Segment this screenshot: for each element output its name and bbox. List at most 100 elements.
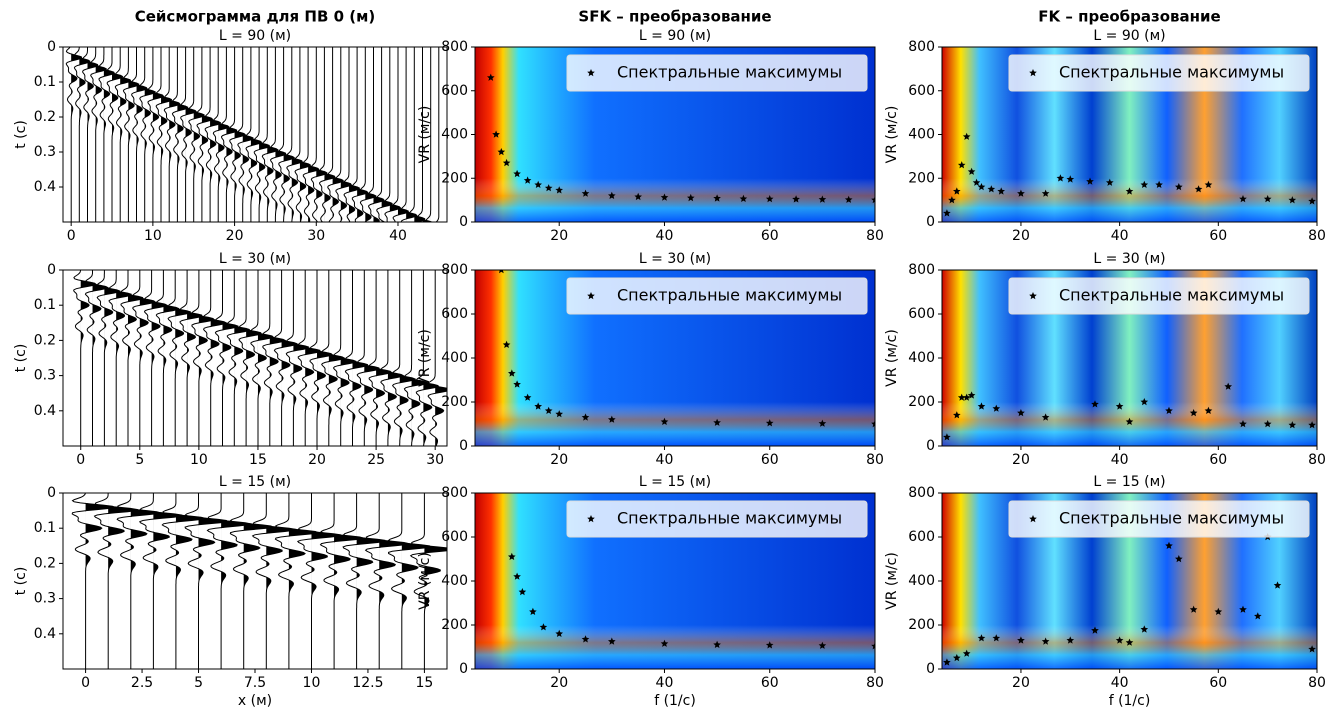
x-tick-label: 40 (389, 228, 407, 244)
legend-label: Спектральные максимумы (617, 286, 842, 305)
y-tick-label: 600 (441, 306, 468, 322)
plot-area (63, 47, 447, 222)
x-tick-label: 20 (550, 452, 568, 468)
x-axis-label: f (1/с) (1109, 693, 1151, 709)
x-tick-label: 40 (656, 228, 674, 244)
y-tick-label: 0.1 (34, 297, 56, 313)
y-tick-label: 0.2 (34, 332, 56, 348)
y-tick-label: 0.4 (34, 626, 56, 642)
y-tick-label: 800 (908, 262, 935, 278)
x-tick-label: 60 (761, 452, 779, 468)
x-tick-label: 7.5 (244, 675, 266, 691)
panel-subtitle: L = 30 (м) (219, 251, 291, 267)
y-tick-label: 800 (441, 485, 468, 501)
x-tick-label: 10 (144, 228, 162, 244)
y-tick-label: 0 (459, 438, 468, 454)
panel-subtitle: L = 90 (м) (1093, 28, 1165, 44)
x-axis-label: f (1/с) (654, 693, 696, 709)
x-tick-label: 40 (1111, 452, 1129, 468)
legend-label: Спектральные максимумы (617, 509, 842, 528)
y-tick-label: 200 (908, 170, 935, 186)
legend-label: Спектральные максимумы (1059, 509, 1284, 528)
x-tick-label: 15 (415, 675, 433, 691)
y-tick-label: 0 (459, 661, 468, 677)
x-tick-label: 80 (866, 675, 884, 691)
y-tick-label: 200 (441, 617, 468, 633)
y-tick-label: 0.3 (34, 591, 56, 607)
legend-label: Спектральные максимумы (1059, 286, 1284, 305)
y-tick-label: 0.4 (34, 179, 56, 195)
x-tick-label: 80 (866, 228, 884, 244)
x-tick-label: 0 (67, 228, 76, 244)
plot-background (63, 493, 447, 669)
x-tick-label: 60 (761, 228, 779, 244)
y-tick-label: 400 (441, 127, 468, 143)
x-tick-label: 30 (307, 228, 325, 244)
y-tick-label: 800 (441, 39, 468, 55)
x-tick-label: 20 (1012, 452, 1030, 468)
y-axis-label: t (с) (13, 567, 29, 596)
y-tick-label: 400 (441, 573, 468, 589)
y-tick-label: 400 (908, 350, 935, 366)
x-tick-label: 12.5 (352, 675, 383, 691)
y-tick-label: 600 (908, 529, 935, 545)
y-tick-label: 200 (441, 170, 468, 186)
column-title: SFK – преобразование (578, 8, 771, 26)
x-tick-label: 40 (656, 675, 674, 691)
y-tick-label: 0.1 (34, 520, 56, 536)
y-tick-label: 0.3 (34, 144, 56, 160)
x-tick-label: 80 (1308, 675, 1326, 691)
x-tick-label: 40 (1111, 228, 1129, 244)
x-tick-label: 80 (1308, 452, 1326, 468)
y-tick-label: 200 (441, 394, 468, 410)
y-tick-label: 600 (908, 83, 935, 99)
panel-subtitle: L = 15 (м) (639, 474, 711, 490)
x-tick-label: 2.5 (131, 675, 153, 691)
y-axis-label: t (с) (13, 120, 29, 149)
y-tick-label: 0 (47, 485, 56, 501)
x-tick-label: 20 (1012, 675, 1030, 691)
y-tick-label: 0.4 (34, 403, 56, 419)
y-tick-label: 800 (908, 39, 935, 55)
panel-subtitle: L = 90 (м) (639, 28, 711, 44)
x-tick-label: 60 (1209, 228, 1227, 244)
panel-subtitle: L = 30 (м) (639, 251, 711, 267)
y-tick-label: 0 (47, 262, 56, 278)
x-tick-label: 20 (226, 228, 244, 244)
column-title: FK – преобразование (1038, 8, 1220, 26)
x-tick-label: 30 (426, 452, 444, 468)
y-tick-label: 200 (908, 394, 935, 410)
x-tick-label: 40 (656, 452, 674, 468)
x-tick-label: 80 (866, 452, 884, 468)
x-tick-label: 10 (303, 675, 321, 691)
panel-subtitle: L = 30 (м) (1093, 251, 1165, 267)
panel: Спектральные максимумы 20 40 60 800 200 400 600… (884, 251, 1326, 468)
x-tick-label: 40 (1111, 675, 1129, 691)
y-tick-label: 0 (459, 214, 468, 230)
y-axis-label: VR (м/с) (417, 552, 433, 610)
panel-subtitle: L = 15 (м) (219, 474, 291, 490)
plot-area (63, 270, 451, 446)
x-axis-label: x (м) (238, 693, 272, 709)
x-tick-label: 60 (1209, 452, 1227, 468)
y-axis-label: VR (м/с) (884, 106, 900, 164)
x-tick-label: 20 (550, 675, 568, 691)
y-tick-label: 600 (908, 306, 935, 322)
y-axis-label: VR (м/с) (417, 106, 433, 164)
x-tick-label: 10 (190, 452, 208, 468)
y-axis-label: VR (м/с) (884, 329, 900, 387)
plot-area (63, 493, 454, 669)
panel-subtitle: L = 90 (м) (219, 28, 291, 44)
y-tick-label: 0 (47, 39, 56, 55)
x-tick-label: 80 (1308, 228, 1326, 244)
y-tick-label: 0.2 (34, 109, 56, 125)
x-tick-label: 0 (81, 675, 90, 691)
y-tick-label: 400 (908, 127, 935, 143)
